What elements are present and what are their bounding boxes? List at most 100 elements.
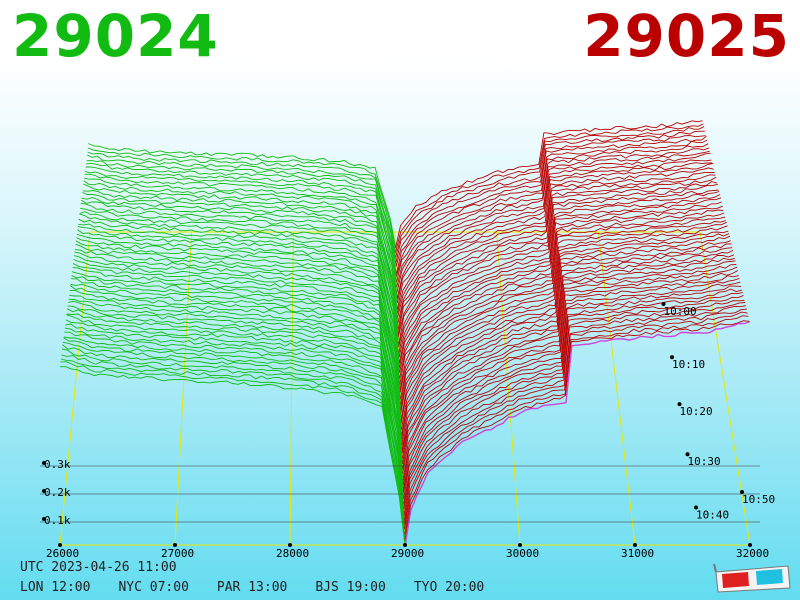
bid-depth-line xyxy=(84,173,398,288)
bid-depth-line xyxy=(85,166,397,277)
time-tick-label: 10:20 xyxy=(680,405,713,418)
bid-depth-line xyxy=(76,237,400,373)
city-times: LON 12:00 NYC 07:00 PAR 13:00 BJS 19:00 … xyxy=(20,580,484,595)
bid-depth-line xyxy=(63,336,405,505)
ask-depth-line xyxy=(400,235,731,420)
ask-depth-line xyxy=(398,194,721,358)
time-tick-mark xyxy=(661,301,666,306)
bid-depth-line xyxy=(82,192,399,314)
ask-depth-line xyxy=(398,201,722,368)
ask-depth-line xyxy=(398,197,722,364)
bid-depth-line xyxy=(86,162,397,274)
bid-depth-line xyxy=(86,160,397,267)
ask-depth-line xyxy=(395,120,703,248)
ask-depth-line xyxy=(395,130,705,263)
ask-depth-line xyxy=(397,176,717,335)
ask-depth-line xyxy=(400,233,730,414)
bid-depth-line xyxy=(61,354,405,529)
time-tick-mark xyxy=(740,490,744,494)
bid-depth-line xyxy=(65,323,404,489)
ask-depth-line xyxy=(395,135,707,275)
grid-price-line xyxy=(59,231,91,546)
bid-depth-line xyxy=(60,358,406,536)
time-tick-label: 10:00 xyxy=(664,305,697,318)
ask-depth-line xyxy=(398,189,719,348)
bid-depth-line xyxy=(67,305,403,464)
bid-depth-line xyxy=(77,229,400,363)
bid-depth-line xyxy=(61,348,405,525)
bid-depth-line xyxy=(87,147,397,254)
city-time-bjs: BJS 19:00 xyxy=(315,580,386,595)
bid-depth-line xyxy=(79,211,399,340)
ask-depth-line xyxy=(399,212,725,385)
bid-depth-line xyxy=(66,308,404,469)
bid-depth-line xyxy=(79,213,400,345)
ask-depth-line xyxy=(395,135,706,267)
bid-depth-line xyxy=(75,240,401,380)
time-tick-label: 10:50 xyxy=(742,493,775,506)
ask-depth-line xyxy=(400,230,729,410)
ask-depth-line xyxy=(395,123,704,252)
bid-depth-line xyxy=(63,337,405,509)
bid-depth-line xyxy=(62,344,405,521)
bid-depth-line xyxy=(78,223,400,356)
ask-price: 29025 xyxy=(583,2,790,70)
order-book-depth-chart: 0.1k 0.2k 0.3k 26000 27000 28000 29000 30000 310… xyxy=(40,120,775,560)
depth-tick-label: 0.3k xyxy=(44,458,71,471)
price-tick-mark xyxy=(173,543,177,547)
bid-price: 29024 xyxy=(12,2,219,70)
bid-depth-line xyxy=(68,300,403,462)
ask-depth-line xyxy=(396,147,710,287)
ask-depth-line xyxy=(404,311,748,530)
ask-depth-line xyxy=(396,162,713,310)
bid-depth-line xyxy=(82,190,398,310)
price-tick-label: 28000 xyxy=(276,547,309,560)
bid-depth-line xyxy=(88,143,396,247)
ask-depth-line xyxy=(404,320,750,541)
bid-depth-line xyxy=(62,341,405,515)
depth-tick-mark xyxy=(42,461,46,465)
grid-price-line xyxy=(174,231,193,546)
ask-depth-line xyxy=(396,150,710,293)
ask-depth-line xyxy=(401,266,738,465)
price-tick-mark xyxy=(288,543,292,547)
bid-depth-line xyxy=(76,233,400,369)
ask-depth-line xyxy=(401,247,733,436)
depth-series xyxy=(60,120,751,547)
ask-depth-line xyxy=(403,308,747,526)
price-tick-label: 29000 xyxy=(391,547,424,560)
bid-depth-line xyxy=(77,226,400,358)
bid-depth-line xyxy=(78,218,400,348)
ask-depth-line xyxy=(398,183,718,346)
bid-depth-line xyxy=(74,251,401,394)
bid-depth-line xyxy=(72,267,402,415)
bid-depth-line xyxy=(60,361,406,540)
bid-depth-line xyxy=(83,183,398,303)
bid-depth-line xyxy=(71,275,402,425)
price-tick-mark xyxy=(58,543,62,547)
depth-tick-mark xyxy=(42,489,46,493)
time-tick-label: 10:10 xyxy=(672,358,705,371)
bid-depth-line xyxy=(73,255,401,399)
price-tick-mark xyxy=(748,543,752,547)
ask-depth-line xyxy=(404,315,749,535)
bid-depth-line xyxy=(81,197,399,320)
bid-depth-line xyxy=(84,177,398,294)
ask-depth-line xyxy=(403,305,747,522)
price-tick-label: 30000 xyxy=(506,547,539,560)
ask-depth-line xyxy=(401,260,736,454)
ask-depth-line xyxy=(404,320,751,547)
3d-glasses-icon[interactable] xyxy=(712,558,792,594)
bid-depth-line xyxy=(86,154,397,265)
ask-depth-line xyxy=(400,243,732,430)
time-tick-mark xyxy=(670,355,674,360)
utc-time: UTC 2023-04-26 11:00 xyxy=(20,560,177,575)
ask-depth-line xyxy=(399,221,727,400)
ask-depth-line xyxy=(400,225,728,406)
bid-depth-line xyxy=(72,263,402,409)
city-time-lon: LON 12:00 xyxy=(20,580,91,595)
ask-depth-line xyxy=(402,281,741,486)
price-tick-mark xyxy=(518,543,522,547)
city-time-par: PAR 13:00 xyxy=(216,580,288,595)
bid-depth-line xyxy=(66,313,404,474)
